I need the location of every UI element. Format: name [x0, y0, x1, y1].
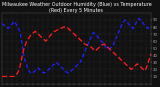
Title: Milwaukee Weather Outdoor Humidity (Blue) vs Temperature (Red) Every 5 Minutes: Milwaukee Weather Outdoor Humidity (Blue… — [2, 2, 151, 13]
